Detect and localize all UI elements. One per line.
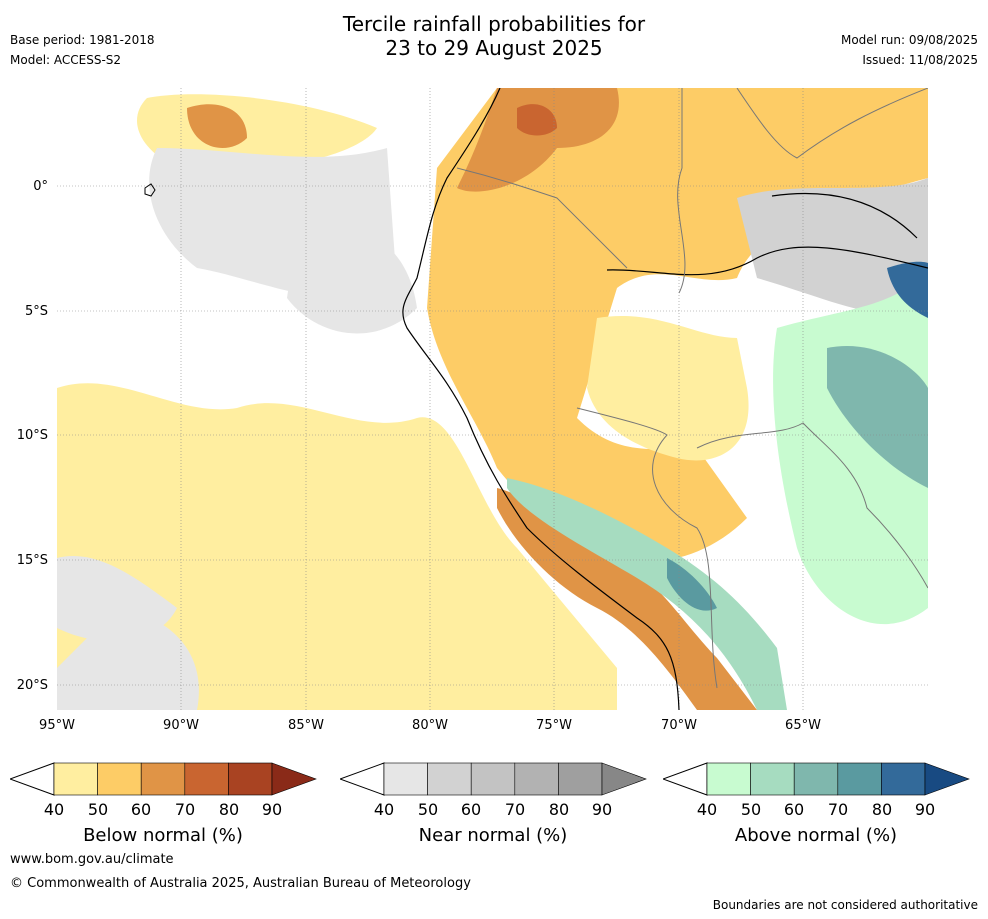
lat-label: 5°S <box>24 304 48 319</box>
tick: 70 <box>827 800 849 819</box>
lon-label: 65°W <box>785 718 821 733</box>
base-period: Base period: 1981-2018 <box>10 33 155 47</box>
amazon-river <box>606 246 928 276</box>
copyright-text: © Commonwealth of Australia 2025, Austra… <box>10 876 471 891</box>
colorbar-swatch <box>228 762 273 796</box>
lon-label: 90°W <box>163 718 199 733</box>
lat-label: 20°S <box>16 678 48 693</box>
tick: 60 <box>460 800 482 819</box>
meta-right: Model run: 09/08/2025 Issued: 11/08/2025 <box>841 30 978 70</box>
tick: 60 <box>130 800 152 819</box>
tick: 80 <box>548 800 570 819</box>
tick: 40 <box>696 800 718 819</box>
map-region-titicaca <box>667 558 717 611</box>
colorbar-swatch <box>427 762 472 796</box>
map-region-east-above-3 <box>887 261 928 318</box>
tick: 90 <box>261 800 283 819</box>
tick: 40 <box>373 800 395 819</box>
amazon-river-north <box>771 192 918 239</box>
model-run: Model run: 09/08/2025 <box>840 33 978 47</box>
tick: 40 <box>43 800 65 819</box>
lon-label: 80°W <box>412 718 448 733</box>
country-borders <box>456 88 928 689</box>
colorbar-swatch <box>706 762 751 796</box>
lon-label: 75°W <box>536 718 572 733</box>
map-title: Tercile rainfall probabilities for 23 to… <box>0 12 988 60</box>
tick: 80 <box>218 800 240 819</box>
model-name: Model: ACCESS-S2 <box>10 53 122 67</box>
map-region-nw-orange <box>187 104 247 148</box>
galapagos <box>144 183 156 197</box>
gridlines <box>57 88 928 710</box>
colorbar-label: Below normal (%) <box>83 825 243 846</box>
disclaimer-text: Boundaries are not considered authoritat… <box>712 898 978 912</box>
tick: 70 <box>174 800 196 819</box>
title-line-1: Tercile rainfall probabilities for <box>342 12 646 36</box>
lon-label: 95°W <box>39 718 75 733</box>
map-region-darker <box>517 104 557 136</box>
colorbar-swatch <box>750 762 795 796</box>
title-line-2: 23 to 29 August 2025 <box>385 36 603 60</box>
map-region-near-normal-2 <box>287 225 417 334</box>
colorbar-swatch <box>97 762 142 796</box>
tick: 90 <box>591 800 613 819</box>
map-region-dark-orange <box>457 88 619 192</box>
colorbar-swatch <box>514 762 559 796</box>
colorbar-swatch <box>140 762 186 796</box>
colorbar-swatch <box>53 762 98 796</box>
meta-left: Base period: 1981-2018 Model: ACCESS-S2 <box>10 30 155 70</box>
colorbar-label: Above normal (%) <box>734 825 898 846</box>
map-region-andes-above <box>507 478 787 710</box>
map-region-near-normal-4 <box>57 608 199 710</box>
coastline <box>402 88 680 710</box>
colorbar-near-swatches <box>338 762 647 796</box>
map-region-east-above-2 <box>827 346 928 488</box>
colorbar-near-normal: 40 50 60 70 80 90 Near normal (%) <box>338 762 650 846</box>
colorbar-below-swatches <box>8 762 317 796</box>
lon-label: 70°W <box>661 718 697 733</box>
tick: 80 <box>871 800 893 819</box>
colorbar-extend-arrow <box>271 762 317 796</box>
map-region-ne-grey <box>737 178 928 315</box>
tick: 50 <box>740 800 762 819</box>
colorbar-swatch <box>383 762 428 796</box>
tick: 60 <box>783 800 805 819</box>
colorbar-above-swatches <box>661 762 970 796</box>
website-link[interactable]: www.bom.gov.au/climate <box>10 852 174 867</box>
colorbar-swatch <box>558 762 603 796</box>
colorbar-swatch <box>793 762 839 796</box>
tick: 90 <box>914 800 936 819</box>
map-region-land-pale <box>587 315 749 461</box>
lat-label: 0° <box>33 179 48 194</box>
colorbar-swatch <box>470 762 516 796</box>
lat-label: 10°S <box>16 428 48 443</box>
map-region-andes-band <box>497 488 757 710</box>
issued-date: Issued: 11/08/2025 <box>862 53 978 67</box>
colorbar-swatch <box>881 762 926 796</box>
colorbar-swatch <box>184 762 229 796</box>
colorbar-extend-arrow <box>601 762 647 796</box>
colorbar-label: Near normal (%) <box>418 825 568 846</box>
lat-label: 15°S <box>16 553 48 568</box>
colorbar-swatch <box>837 762 882 796</box>
tick: 50 <box>417 800 439 819</box>
colorbar-below-normal: 40 50 60 70 80 90 Below normal (%) <box>8 762 320 846</box>
colorbar-extend-arrow <box>924 762 970 796</box>
lon-label: 85°W <box>288 718 324 733</box>
tick: 70 <box>504 800 526 819</box>
probability-map <box>57 88 928 710</box>
tick: 50 <box>87 800 109 819</box>
colorbar-above-normal: 40 50 60 70 80 90 Above normal (%) <box>661 762 973 846</box>
map-region-ocean-below <box>57 383 617 710</box>
